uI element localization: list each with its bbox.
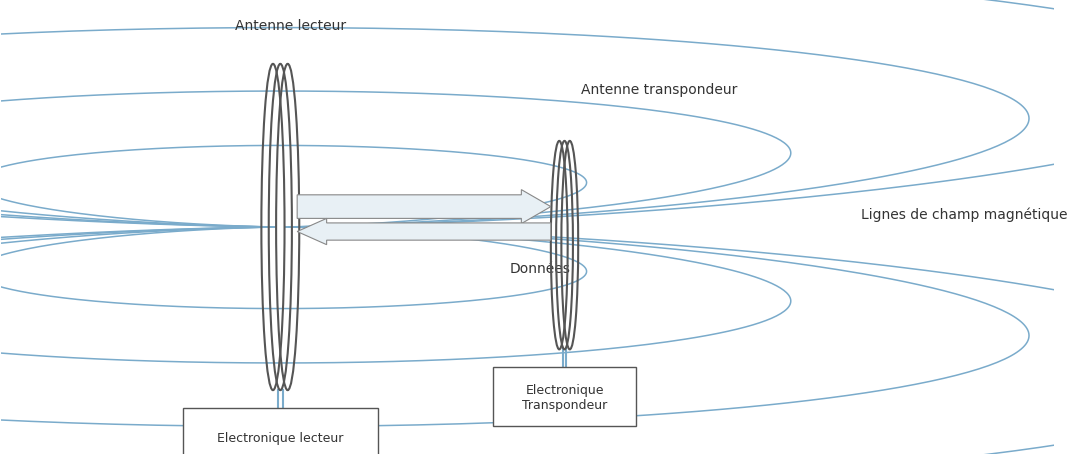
Text: Antenne lecteur: Antenne lecteur	[235, 19, 347, 33]
Text: Antenne transpondeur: Antenne transpondeur	[582, 82, 737, 96]
Text: Lignes de champ magnétique: Lignes de champ magnétique	[861, 207, 1067, 221]
FancyArrow shape	[297, 219, 551, 245]
Bar	[493, 368, 636, 426]
Text: Données: Données	[510, 262, 571, 275]
Text: Electronique lecteur: Electronique lecteur	[217, 431, 343, 444]
Text: Electronique
Transpondeur: Electronique Transpondeur	[522, 383, 608, 411]
FancyArrow shape	[297, 190, 551, 224]
Bar	[183, 409, 377, 455]
